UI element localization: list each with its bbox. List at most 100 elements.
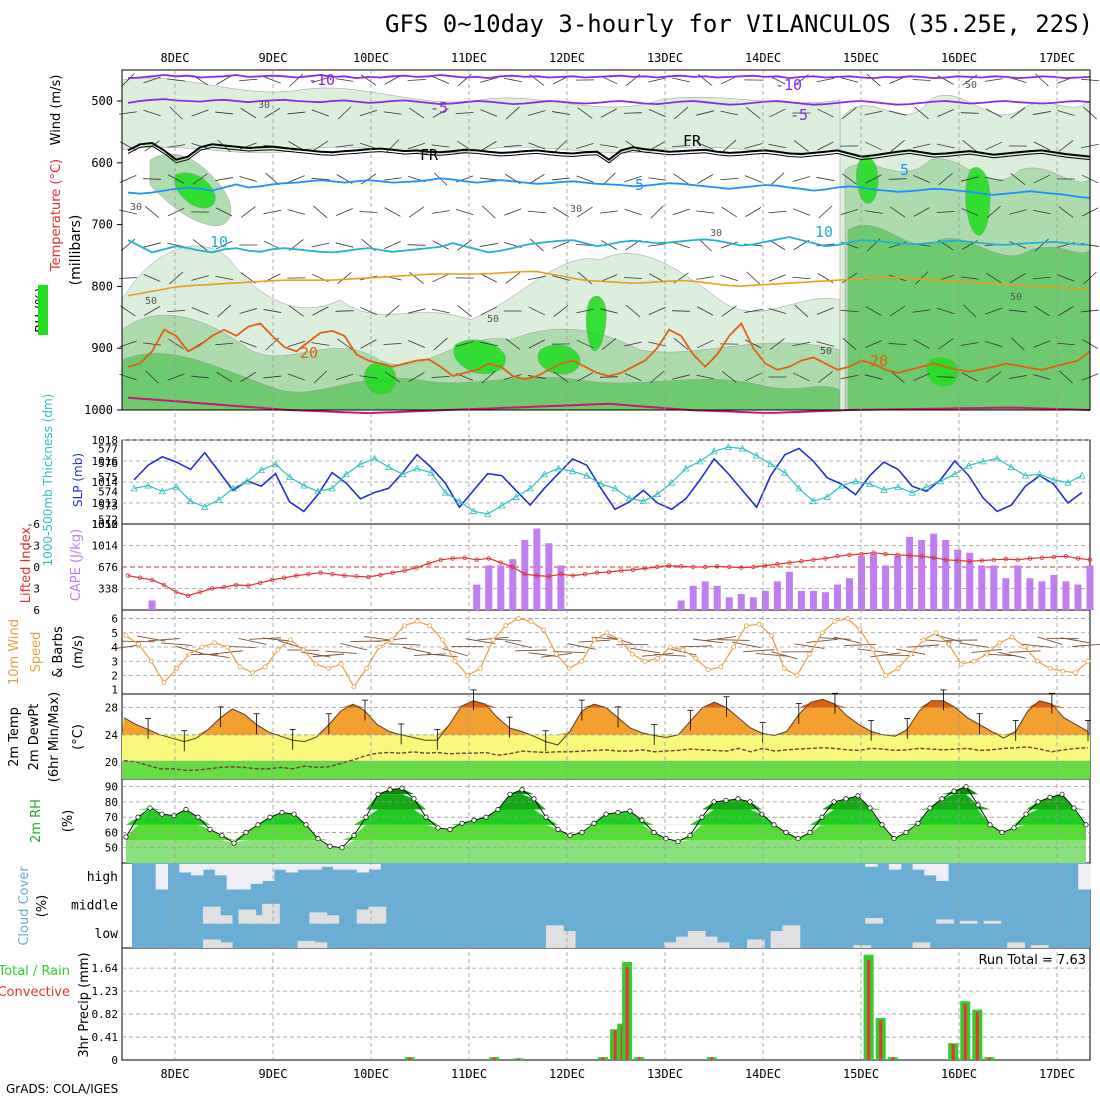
wind-barb — [336, 338, 353, 350]
thickness-marker — [993, 454, 1001, 462]
wind-barb — [455, 111, 474, 115]
rh-marker — [207, 826, 213, 832]
wind-barb — [840, 77, 859, 83]
contour-label: -10 — [775, 76, 802, 94]
temp-band-green — [122, 760, 1090, 779]
li-marker — [1027, 556, 1033, 561]
li-marker — [955, 558, 960, 563]
wind-barb — [889, 305, 906, 317]
wind10-marker — [617, 637, 623, 643]
upper-frame — [121, 69, 1091, 411]
wind-barb — [1058, 206, 1074, 218]
wind-barb — [168, 338, 184, 350]
rh-marker — [807, 829, 813, 836]
wind-barb — [215, 240, 233, 250]
li-marker — [606, 569, 612, 575]
wind-barb — [624, 341, 642, 347]
wind-barb — [1033, 340, 1051, 348]
wind-barb — [793, 372, 810, 382]
wind-barb — [865, 306, 882, 316]
wind-barb — [335, 144, 354, 148]
wind-barb — [817, 141, 834, 151]
wind-barb — [985, 307, 1003, 315]
wind-barb — [240, 371, 257, 383]
wind-barb — [1058, 140, 1074, 152]
cloud-mid-block — [983, 920, 1002, 924]
wind-barb — [696, 339, 714, 349]
rh-marker — [747, 799, 753, 805]
cloud-high-block — [238, 864, 251, 890]
li-marker — [799, 559, 804, 564]
cloud-high-block — [226, 864, 239, 890]
wind10-marker — [123, 633, 129, 639]
rh-marker — [267, 814, 273, 820]
li-marker — [354, 574, 359, 579]
contour-5 — [127, 177, 1091, 199]
rh-marker — [483, 814, 489, 820]
axis-label: Speed — [29, 632, 44, 673]
cloud-high-block — [297, 864, 310, 870]
thickness-marker — [484, 510, 492, 517]
wind10-marker — [655, 656, 661, 661]
wind-barb — [383, 343, 402, 345]
cloud-mid-block — [865, 918, 884, 924]
thickness-marker — [285, 473, 294, 480]
wind-barb — [217, 304, 232, 318]
cape-panel: -6 -3 0 3 6 1352 1014 676 338 — [27, 518, 1094, 617]
axis-label: (millibars) — [68, 215, 84, 286]
rh-marker — [903, 829, 909, 836]
rh-marker — [735, 796, 741, 802]
wind10-marker — [212, 640, 218, 646]
wind-barb — [648, 306, 666, 316]
wind-barb — [840, 374, 859, 380]
wind-barb — [239, 176, 258, 182]
rh-marker — [975, 802, 981, 808]
cloud-low-block — [711, 942, 730, 948]
wind-barb — [480, 306, 498, 316]
date-label-top: 15DEC — [843, 51, 879, 65]
wind-barb — [672, 77, 691, 83]
wind-barb — [912, 143, 931, 149]
cloud-mid-block — [262, 903, 280, 924]
wind-barb — [745, 107, 761, 119]
li-marker — [630, 567, 636, 573]
contour-label: 10 — [815, 223, 833, 241]
thickness-marker — [936, 477, 945, 485]
wind10-marker — [971, 658, 977, 664]
thickness-marker — [413, 464, 421, 472]
wind-barb — [672, 208, 690, 216]
cape-bar — [701, 581, 709, 610]
axis-label: 2m DewPt — [27, 704, 42, 771]
wind10-tick: 2 — [111, 669, 118, 682]
rh-tick: 60 — [105, 826, 118, 839]
rh-marker — [1059, 791, 1065, 797]
li-marker — [895, 552, 900, 558]
wind-barb — [552, 275, 570, 281]
wind10-marker — [389, 637, 395, 643]
wind-barb — [528, 306, 546, 316]
wind-barb — [264, 107, 281, 119]
li-marker — [967, 559, 972, 564]
wind-barb — [720, 110, 739, 116]
cape-bar — [713, 585, 721, 610]
wind-barb — [383, 111, 402, 115]
wind-barb — [505, 338, 521, 350]
wind-barb — [503, 77, 522, 83]
rh-marker — [387, 787, 393, 793]
wind10-marker — [705, 667, 711, 673]
cloud-high-block — [191, 864, 204, 876]
rh-marker — [375, 791, 381, 797]
wind-barb — [528, 142, 546, 150]
wind-barb — [864, 374, 883, 380]
wind-barb — [503, 144, 522, 148]
rh-marker — [495, 806, 501, 813]
rh-marker — [687, 832, 693, 839]
wind-barb — [842, 107, 857, 119]
rh-marker — [591, 820, 597, 826]
wind10-barb — [679, 645, 712, 648]
wind-barb — [167, 78, 186, 82]
wind-barb — [984, 176, 1003, 182]
rh-marker — [183, 806, 189, 813]
thickness-tick: 577 — [98, 443, 118, 456]
axis-label: & Barbs — [51, 626, 66, 678]
